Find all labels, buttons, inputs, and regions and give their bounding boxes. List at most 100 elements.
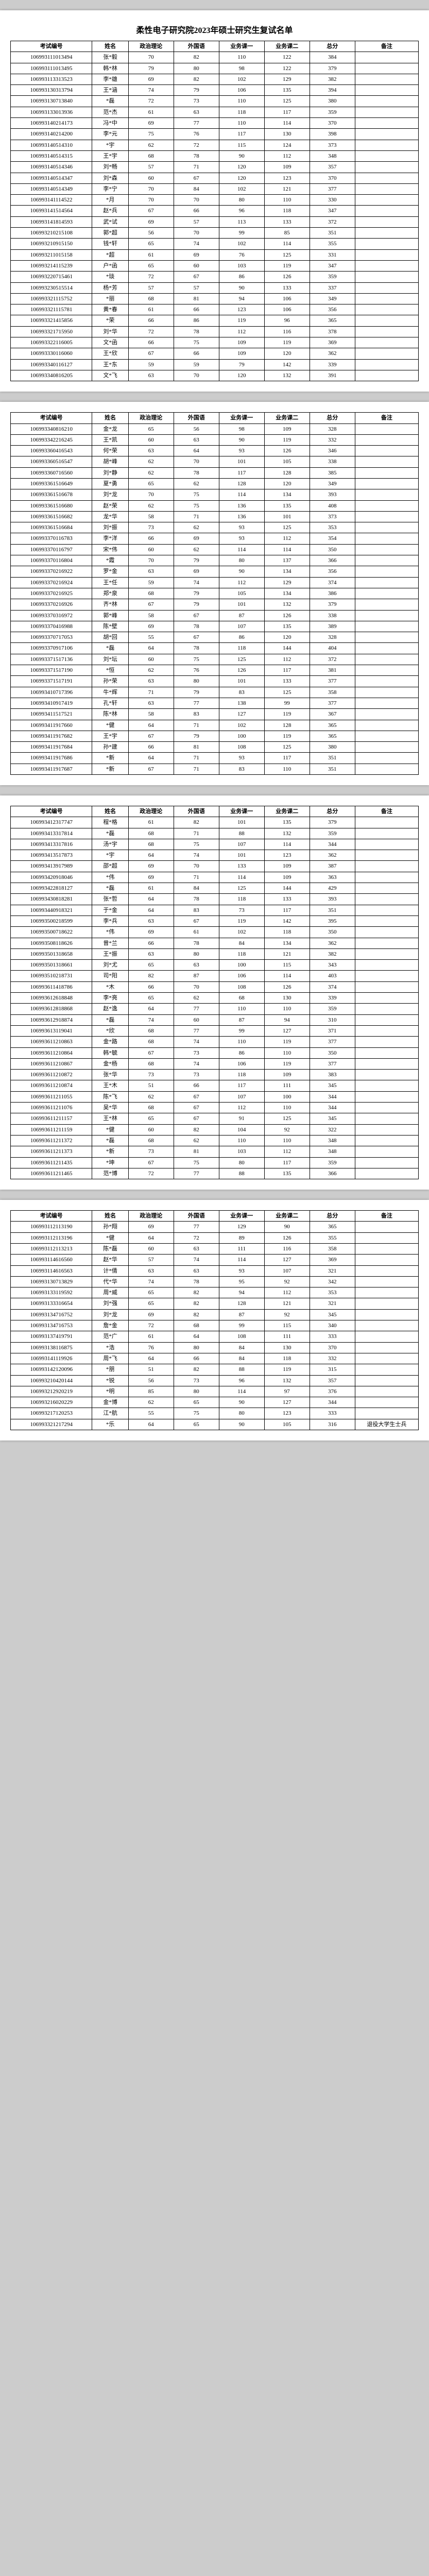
table-cell: 56	[174, 423, 219, 434]
table-cell: 74	[174, 850, 219, 861]
table-cell: *健	[92, 1124, 128, 1135]
table-cell: 72	[128, 1320, 174, 1331]
table-cell: 74	[174, 577, 219, 588]
table-cell: 90	[219, 434, 264, 445]
table-cell: 109	[264, 872, 310, 883]
table-cell: 106993611211055	[11, 1091, 92, 1102]
table-row: 106993137419791范*广6164108111333	[11, 1331, 419, 1342]
table-cell: 374	[310, 981, 355, 992]
table-cell: 93	[219, 533, 264, 544]
table-cell: 67	[174, 173, 219, 183]
table-cell: 65	[174, 1419, 219, 1430]
table-row: 106993413917989邵*超6970133109387	[11, 861, 419, 872]
table-cell: 64	[128, 1419, 174, 1430]
table-cell: 106993321217294	[11, 1419, 92, 1430]
table-cell: 106993141114522	[11, 195, 92, 206]
column-header: 外国语	[174, 413, 219, 423]
table-cell: *坤	[92, 1157, 128, 1168]
table-cell: 68	[128, 1037, 174, 1047]
table-cell: 71	[128, 687, 174, 698]
table-cell: 125	[264, 742, 310, 753]
table-cell: *琰	[92, 272, 128, 282]
table-cell: 69	[128, 216, 174, 227]
table-row: 106993142120096*朋518288119315	[11, 1364, 419, 1375]
table-row: 106993612818868赵*逸6477110110359	[11, 1004, 419, 1014]
table-cell: 132	[264, 1375, 310, 1386]
table-cell: *恒	[92, 665, 128, 676]
table-cell: 133	[219, 861, 264, 872]
table-cell: 59	[174, 359, 219, 370]
table-cell: 135	[264, 817, 310, 828]
table-cell: 332	[310, 1353, 355, 1364]
table-cell: 67	[174, 1113, 219, 1124]
table-cell: 359	[310, 272, 355, 282]
column-header: 业务课二	[264, 1211, 310, 1222]
table-cell: 范*博	[92, 1168, 128, 1179]
table-cell: 106993412317747	[11, 817, 92, 828]
table-cell: 63	[128, 676, 174, 687]
table-row: 106993370216924王*任5974112129374	[11, 577, 419, 588]
table-cell: 72	[128, 96, 174, 107]
table-row: 106993216020229金*博626590127344	[11, 1397, 419, 1408]
table-row: 106993217120253江*航557580123333	[11, 1408, 419, 1419]
table-cell: 孙*建	[92, 742, 128, 753]
table-row: 106993360516547胡*峰6270101105338	[11, 456, 419, 467]
column-header: 业务课一	[219, 806, 264, 817]
table-cell: 106993611210867	[11, 1058, 92, 1069]
table-cell: 122	[264, 63, 310, 74]
table-cell: 73	[174, 1070, 219, 1080]
table-row: 106993138116875*浩768084130370	[11, 1342, 419, 1353]
table-cell: 65	[128, 1287, 174, 1298]
column-header: 业务课二	[264, 41, 310, 52]
table-cell: 106993340816210	[11, 423, 92, 434]
table-cell: 80	[219, 555, 264, 566]
table-cell: 82	[174, 1124, 219, 1135]
table-cell: 125	[264, 687, 310, 698]
table-cell: 106993133316654	[11, 1298, 92, 1309]
table-cell: 110	[219, 96, 264, 107]
table-cell: 348	[310, 1146, 355, 1157]
table-cell: 128	[219, 478, 264, 489]
table-cell: 121	[264, 948, 310, 959]
table-cell: 刘*华	[92, 326, 128, 337]
table-cell	[355, 632, 418, 643]
table-cell: 60	[128, 434, 174, 445]
table-cell	[355, 599, 418, 610]
table-cell: 李*宁	[92, 183, 128, 194]
table-cell: 117	[264, 753, 310, 764]
column-header: 外国语	[174, 1211, 219, 1222]
table-cell: 115	[219, 140, 264, 150]
table-cell: 345	[310, 1309, 355, 1320]
table-cell: 刘*森	[92, 173, 128, 183]
table-cell: 77	[174, 1025, 219, 1036]
table-cell: 101	[264, 511, 310, 522]
table-cell: 384	[310, 52, 355, 63]
table-row: 106993140514310*宇6272115124373	[11, 140, 419, 150]
table-cell	[355, 183, 418, 194]
table-cell: 90	[219, 282, 264, 293]
table-cell: 66	[174, 206, 219, 216]
table-cell: 135	[264, 1168, 310, 1179]
table-cell: 316	[310, 1419, 355, 1430]
table-cell	[355, 916, 418, 926]
table-cell: 64	[128, 720, 174, 731]
table-cell: 110	[219, 1135, 264, 1146]
table-cell: 351	[310, 228, 355, 239]
table-cell: 355	[310, 239, 355, 249]
table-cell: 98	[219, 63, 264, 74]
table-cell: 60	[128, 1124, 174, 1135]
table-cell: 344	[310, 1103, 355, 1113]
table-cell: 68	[219, 993, 264, 1004]
table-cell: 374	[310, 577, 355, 588]
table-cell	[355, 1298, 418, 1309]
table-cell: 354	[310, 533, 355, 544]
table-cell: 106993611211373	[11, 1146, 92, 1157]
table-cell: 132	[264, 370, 310, 381]
table-cell: 350	[310, 1047, 355, 1058]
table-row: 106993611211465范*博727788135366	[11, 1168, 419, 1179]
table-cell: 106993501318661	[11, 960, 92, 971]
table-cell: 106993112113190	[11, 1222, 92, 1232]
table-cell	[355, 293, 418, 304]
table-cell: 71	[174, 764, 219, 774]
table-cell: 55	[128, 1408, 174, 1419]
